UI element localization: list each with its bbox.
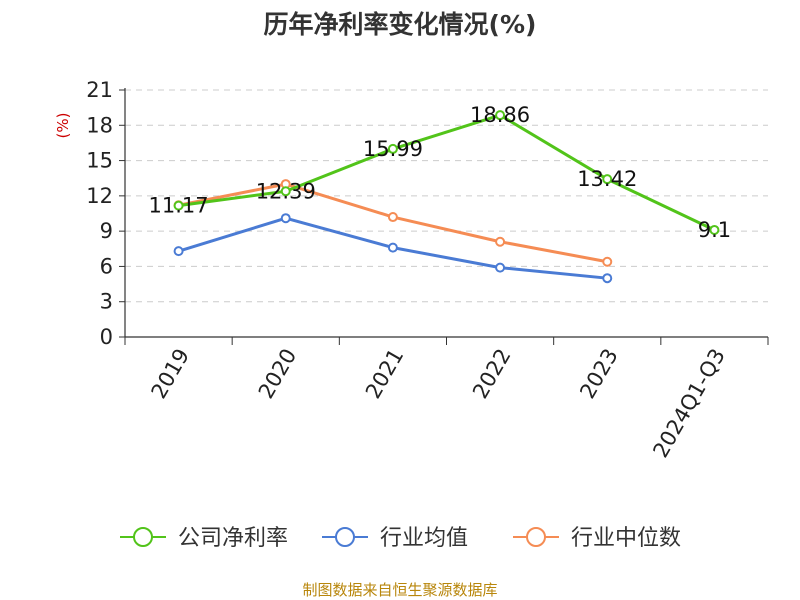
y-tick-label: 15: [86, 149, 113, 173]
data-point: [602, 273, 613, 284]
chart-title: 历年净利率变化情况(%): [264, 10, 537, 39]
x-tick-labels: 2019 2020 2021 2022 2023 2024Q1-Q3: [147, 345, 730, 462]
data-label: 13.42: [577, 167, 637, 191]
y-tick-label: 21: [86, 78, 113, 102]
x-tick-label: 2022: [468, 345, 516, 403]
series-line-0: [178, 113, 716, 232]
x-tick-label: 2019: [147, 345, 195, 403]
y-tick-labels: 0 3 6 9 12 15 18 21: [86, 78, 113, 349]
legend: 公司净利率 行业均值 行业中位数: [120, 526, 681, 551]
data-point: [495, 110, 506, 121]
y-tick-label: 3: [100, 290, 113, 314]
y-axis-label: (%): [54, 113, 72, 139]
data-point: [280, 186, 291, 197]
data-point: [387, 143, 398, 154]
data-point: [387, 212, 398, 223]
legend-marker-circle: [133, 527, 153, 547]
series-group: [173, 110, 720, 284]
y-tick-label: 9: [100, 219, 113, 243]
data-point: [173, 200, 184, 211]
data-label: 11.17: [149, 194, 209, 218]
y-tick-label: 6: [100, 254, 113, 278]
x-tick-label: 2021: [361, 345, 409, 403]
x-tick-label: 2023: [575, 345, 623, 403]
data-point: [602, 256, 613, 267]
data-labels: 11.17 12.39 15.99 18.86 13.42 9.1: [149, 103, 732, 242]
data-label: 15.99: [363, 137, 423, 161]
data-point: [387, 242, 398, 253]
y-tick-label: 18: [86, 113, 113, 137]
data-label: 18.86: [470, 103, 530, 127]
legend-marker-circle: [335, 527, 355, 547]
data-point: [495, 262, 506, 273]
x-tick-label: 2020: [254, 345, 302, 403]
axes: [119, 88, 769, 345]
legend-label: 公司净利率: [178, 526, 288, 551]
data-point: [280, 213, 291, 224]
source-note: 制图数据来自恒生聚源数据库: [302, 581, 497, 599]
data-point: [709, 224, 720, 235]
legend-label: 行业均值: [380, 526, 468, 551]
y-tick-label: 12: [86, 184, 113, 208]
legend-label: 行业中位数: [571, 526, 681, 551]
data-label: 12.39: [256, 179, 316, 203]
y-tick-label: 0: [100, 325, 113, 349]
data-point: [495, 236, 506, 247]
data-label: 9.1: [698, 218, 731, 242]
legend-marker-circle: [526, 527, 546, 547]
data-point: [602, 174, 613, 185]
grid-lines: [125, 89, 768, 303]
x-tick-label: 2024Q1-Q3: [648, 345, 730, 462]
data-point: [173, 246, 184, 257]
